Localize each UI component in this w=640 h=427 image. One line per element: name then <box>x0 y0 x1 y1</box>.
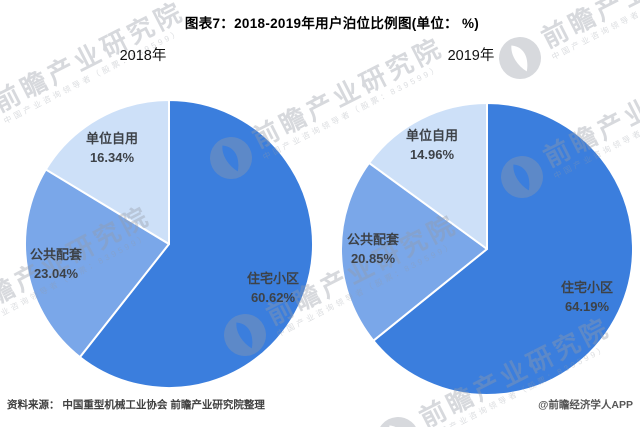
slice-value: 60.62% <box>250 290 296 305</box>
slice-value: 16.34% <box>89 150 135 165</box>
slice-name: 住宅小区 <box>560 280 614 296</box>
slice-name: 单位自用 <box>405 128 459 144</box>
pie-2019-label-1: 公共配套 20.85% <box>347 231 399 269</box>
pie-2018-slice-0 <box>78 99 314 389</box>
slice-name: 住宅小区 <box>246 271 300 287</box>
pie-2018-label-1: 公共配套 23.04% <box>30 246 82 284</box>
slice-value: 23.04% <box>33 266 79 281</box>
subtitle-2018: 2018年 <box>119 48 167 64</box>
pie-2018-slice-1 <box>24 168 170 359</box>
pie-2018-slice-2 <box>44 99 170 245</box>
source-note: 资料来源： 中国重型机械工业协会 前瞻产业研究院整理 <box>7 399 265 411</box>
slice-value: 64.19% <box>564 299 610 314</box>
slice-value: 20.85% <box>350 251 396 266</box>
pie-2018-label-0: 住宅小区 60.62% <box>247 270 299 308</box>
pie-2019-slice-2 <box>368 102 488 250</box>
pie-2018 <box>24 99 314 389</box>
subtitle-2019: 2019年 <box>447 48 495 64</box>
pie-2019-slice-1 <box>340 161 488 342</box>
pie-2019 <box>340 102 634 396</box>
pie-2019-label-0: 住宅小区 64.19% <box>561 279 613 317</box>
pie-2019-slice-0 <box>372 102 634 396</box>
chart-title: 图表7：2018-2019年用户泊位比例图(单位： %) <box>184 16 480 31</box>
slice-value: 14.96% <box>409 147 455 162</box>
qianzhan-logo-watermark-icon <box>0 92 2 151</box>
credit-note: @前瞻经济学人APP <box>538 399 633 411</box>
slice-name: 公共配套 <box>29 247 83 263</box>
slice-name: 公共配套 <box>346 232 400 248</box>
footer: 资料来源： 中国重型机械工业协会 前瞻产业研究院整理 @前瞻经济学人APP <box>0 397 640 412</box>
slice-name: 单位自用 <box>85 131 139 147</box>
pie-2019-label-2: 单位自用 14.96% <box>406 127 458 165</box>
pie-2018-label-2: 单位自用 16.34% <box>86 130 138 168</box>
